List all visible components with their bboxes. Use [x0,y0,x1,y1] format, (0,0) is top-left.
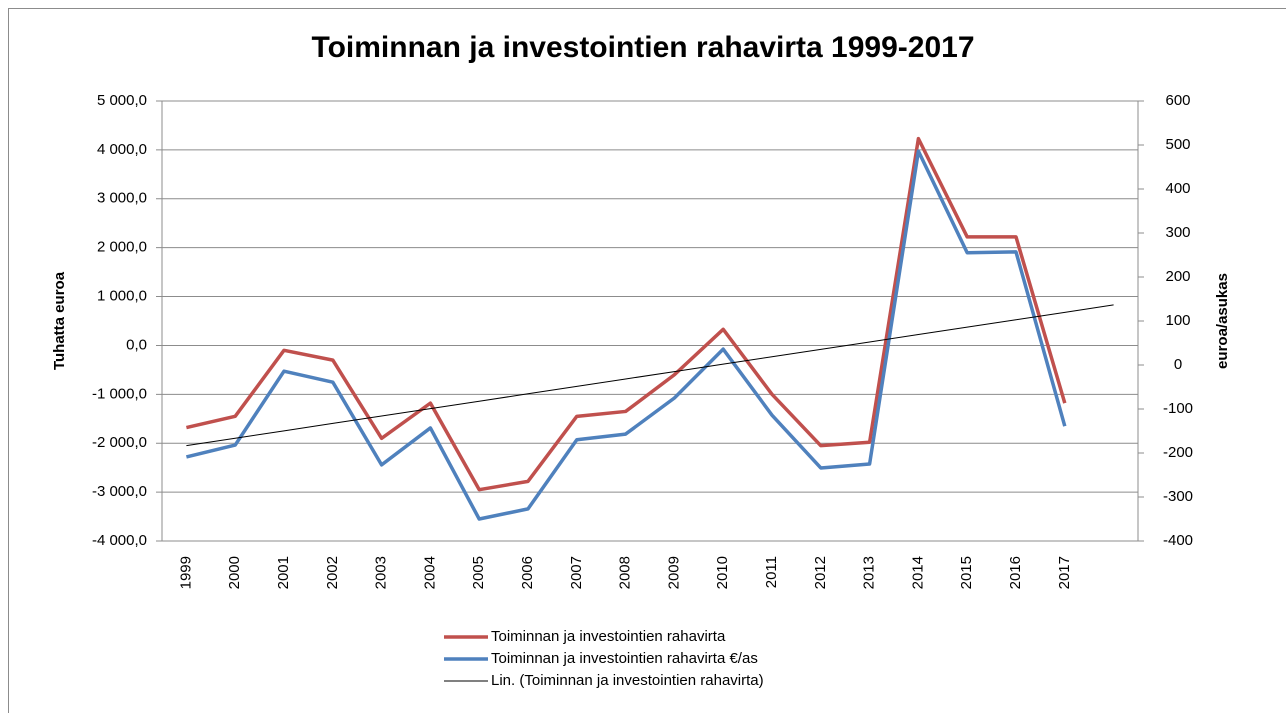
x-tick-label: 2007 [568,556,585,589]
y-tick-label: 1 000,0 [97,288,147,305]
y2-tick-label: 500 [1165,136,1190,153]
x-tick-label: 2011 [763,556,780,588]
x-tick-label: 2009 [665,556,682,589]
x-tick-label: 2004 [421,556,438,589]
series-line [185,149,1067,521]
y2-tick-label: 300 [1165,224,1190,241]
x-tick-label: 2012 [812,556,829,589]
y-tick-label: 0,0 [126,336,147,353]
x-tick-label: 2001 [275,556,292,589]
x-tick-label: 2015 [958,556,975,589]
chart-frame [8,8,1286,713]
y2-tick-label: -300 [1163,488,1193,505]
x-tick-label: 2006 [519,556,536,589]
y-tick-label: -3 000,0 [92,483,147,500]
y2-tick-label: 600 [1165,92,1190,109]
x-tick-label: 2014 [909,556,926,589]
x-tick-label: 2008 [617,556,634,589]
y2-tick-label: -400 [1163,532,1193,549]
chart-title: Toiminnan ja investointien rahavirta 199… [311,31,974,64]
y-tick-label: -4 000,0 [92,532,147,549]
y2-tick-label: -100 [1163,400,1193,417]
y2-tick-label: 0 [1174,356,1182,373]
legend-label: Toiminnan ja investointien rahavirta [491,628,726,645]
y2-tick-label: 200 [1165,268,1190,285]
y-tick-label: 2 000,0 [97,239,147,256]
y-tick-label: 3 000,0 [97,190,147,207]
y-tick-label: -2 000,0 [92,434,147,451]
x-tick-label: 2005 [470,556,487,589]
x-tick-label: 2017 [1056,556,1073,589]
legend-label: Lin. (Toiminnan ja investointien rahavir… [491,672,764,689]
x-tick-label: 1999 [177,556,194,589]
legend-label: Toiminnan ja investointien rahavirta €/a… [491,650,758,667]
y2-axis-label: euroa/asukas [1214,273,1231,369]
x-tick-label: 2002 [324,556,341,589]
y2-tick-label: 400 [1165,180,1190,197]
y2-tick-label: -200 [1163,444,1193,461]
y2-tick-label: 100 [1165,312,1190,329]
y-tick-label: 5 000,0 [97,92,147,109]
x-tick-label: 2010 [714,556,731,589]
y-tick-label: -1 000,0 [92,385,147,402]
y-tick-label: 4 000,0 [97,141,147,158]
x-tick-label: 2000 [226,556,243,589]
x-tick-label: 2016 [1007,556,1024,589]
x-tick-label: 2003 [373,556,390,589]
x-tick-label: 2013 [861,556,878,589]
series-line [186,136,1067,492]
series-line [186,304,1114,447]
y-axis-label: Tuhatta euroa [51,271,68,370]
